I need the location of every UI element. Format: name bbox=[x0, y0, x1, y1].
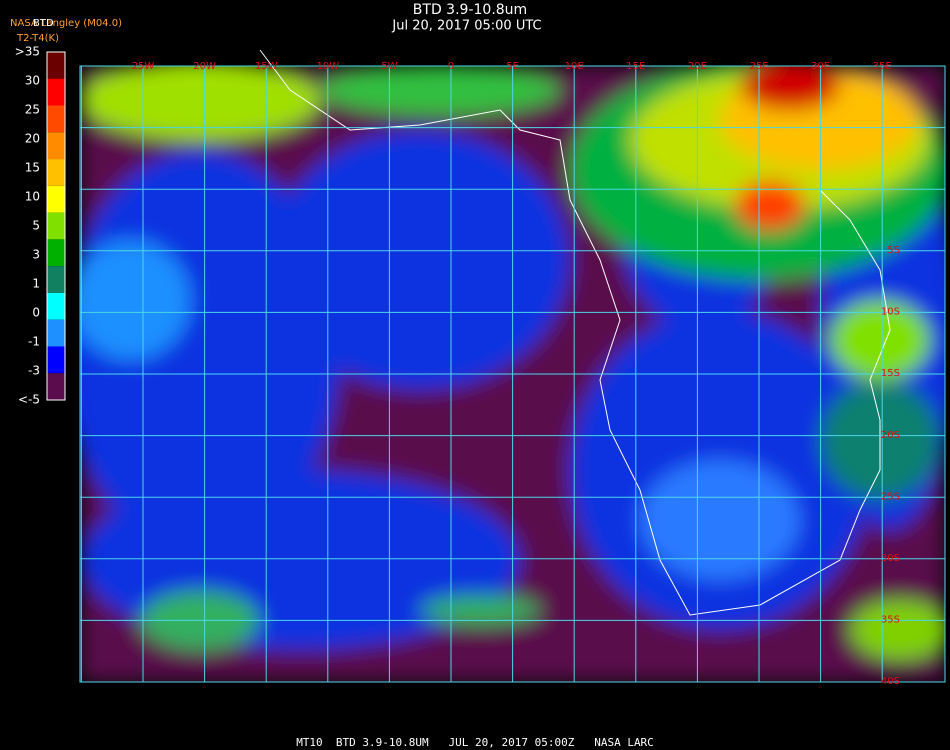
colorbar-frame bbox=[46, 51, 66, 401]
colorbar-label: >35 bbox=[15, 45, 40, 59]
colorbar-swatch bbox=[47, 266, 65, 293]
lat-label: 30S bbox=[881, 553, 900, 564]
colorbar-label: 5 bbox=[32, 219, 40, 233]
colorbar-label: <-5 bbox=[18, 393, 40, 407]
satellite-image bbox=[80, 66, 945, 682]
map-frame bbox=[79, 65, 946, 683]
colorbar-label: 15 bbox=[25, 161, 40, 175]
subtitle: Jul 20, 2017 05:00 UTC bbox=[391, 19, 541, 34]
colorbar-label: 1 bbox=[32, 277, 40, 291]
lon-label: 20E bbox=[688, 61, 707, 72]
colorbar-swatch bbox=[47, 78, 65, 106]
colorbar-swatch bbox=[47, 346, 65, 374]
colorbar-label: -1 bbox=[28, 335, 40, 349]
graticule bbox=[80, 65, 945, 683]
colorbar-label: -3 bbox=[28, 364, 40, 378]
lon-label: 30E bbox=[811, 61, 830, 72]
colorbar-swatch bbox=[47, 319, 65, 347]
lat-label: 10S bbox=[881, 307, 900, 318]
lon-label: 25E bbox=[749, 61, 768, 72]
colorbar-label: 20 bbox=[25, 132, 40, 146]
colorbar-label: 0 bbox=[32, 306, 40, 320]
colorbar-swatch bbox=[47, 132, 65, 160]
source: NASA Langley (M04.0) bbox=[10, 18, 122, 29]
lat-label: 5S bbox=[887, 245, 900, 256]
lon-label: 20W bbox=[193, 61, 216, 72]
legend-unit: T2-T4(K) bbox=[16, 33, 59, 44]
lon-label: 10E bbox=[565, 61, 584, 72]
lat-label: 20S bbox=[881, 430, 900, 441]
lat-label: 15S bbox=[881, 368, 900, 379]
colorbar-swatch bbox=[47, 185, 65, 213]
colorbar-swatch bbox=[47, 292, 65, 320]
colorbar-label: 3 bbox=[32, 248, 40, 262]
colorbar-label: 10 bbox=[25, 190, 40, 204]
lon-label: 35E bbox=[873, 61, 892, 72]
colorbar-swatch bbox=[47, 159, 65, 186]
lat-label: 35S bbox=[881, 615, 900, 626]
colorbar-swatch bbox=[47, 52, 65, 79]
colorbar-label: 25 bbox=[25, 103, 40, 117]
lon-label: 5W bbox=[381, 61, 397, 72]
title: BTD 3.9-10.8um bbox=[413, 2, 527, 18]
footer: MT10 BTD 3.9-10.8UM JUL 20, 2017 05:00Z … bbox=[296, 736, 654, 749]
legend-title: BTD bbox=[33, 18, 54, 29]
lat-label: 40S bbox=[881, 676, 900, 687]
colorbar-label: 30 bbox=[25, 74, 40, 88]
colorbar-swatch bbox=[47, 239, 65, 267]
colorbar-swatch bbox=[47, 373, 65, 400]
colorbar-swatch bbox=[47, 212, 65, 240]
lon-label: 0 bbox=[448, 61, 454, 72]
lon-label: 15E bbox=[626, 61, 645, 72]
lon-label: 15W bbox=[255, 61, 278, 72]
lon-label: 25W bbox=[132, 61, 155, 72]
lon-label: 5E bbox=[506, 61, 519, 72]
colorbar-swatch bbox=[47, 105, 65, 133]
lon-label: 10W bbox=[316, 61, 339, 72]
coastline bbox=[259, 49, 891, 616]
lat-label: 25S bbox=[881, 491, 900, 502]
